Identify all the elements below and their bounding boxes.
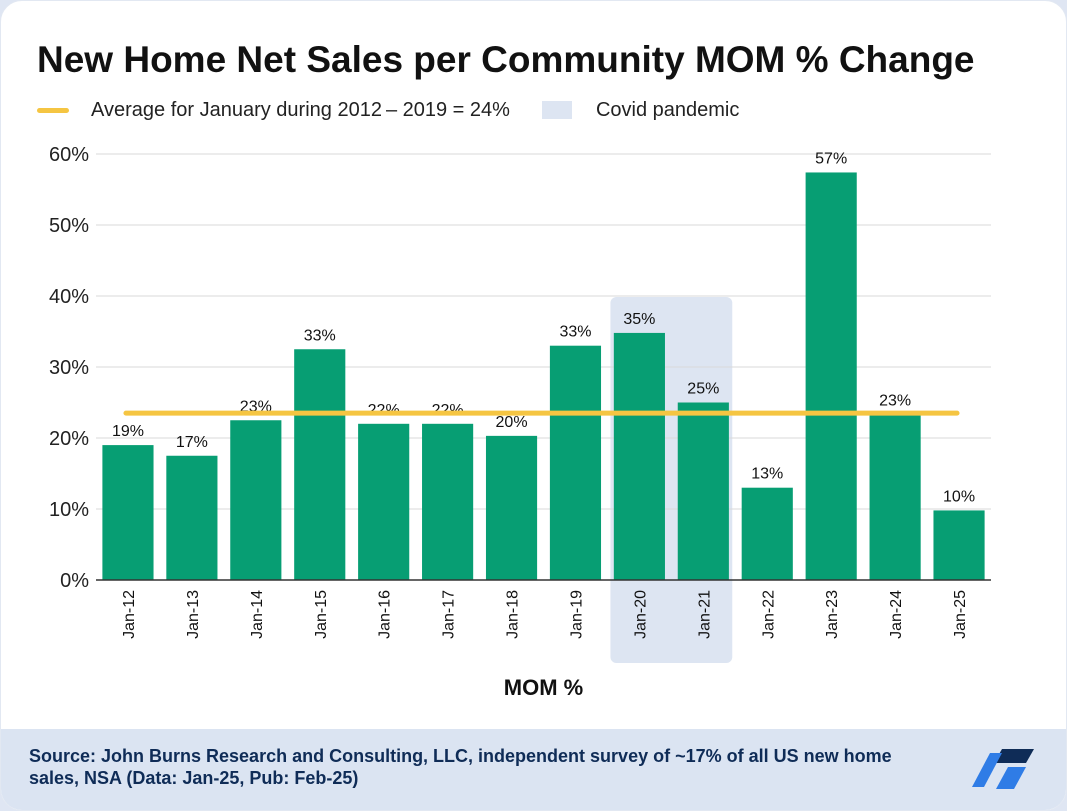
bar	[549, 345, 602, 580]
data-label: 33%	[304, 327, 336, 344]
bar	[422, 423, 474, 580]
data-label: 57%	[815, 150, 847, 167]
y-tick-label: 30%	[49, 357, 89, 379]
data-label: 19%	[112, 423, 144, 440]
jbrec-logo-icon	[972, 749, 1034, 789]
bar	[741, 487, 793, 580]
footer: Source: John Burns Research and Consulti…	[1, 729, 1066, 810]
x-tick-label: Jan-13	[185, 590, 202, 639]
y-tick-label: 0%	[60, 570, 89, 592]
y-tick-label: 60%	[49, 144, 89, 166]
x-tick-label: Jan-21	[696, 590, 713, 639]
legend: Average for January during 2012 – 2019 =…	[37, 97, 739, 123]
data-label: 25%	[687, 381, 719, 398]
x-tick-label: Jan-22	[760, 590, 777, 639]
bar	[166, 455, 218, 580]
y-tick-label: 20%	[49, 428, 89, 450]
data-label: 35%	[623, 311, 655, 328]
x-tick-label: Jan-15	[313, 590, 330, 639]
bar-chart: 0% 10% 20% 30% 40% 50% 60% 19% Jan-12 17% Jan-13 23…	[49, 144, 991, 700]
bar	[805, 172, 857, 580]
data-label: 17%	[176, 434, 208, 451]
chart-title: New Home Net Sales per Community MOM % C…	[37, 39, 975, 80]
legend-average-swatch	[37, 107, 69, 113]
bar	[358, 423, 410, 580]
x-tick-label: Jan-23	[824, 590, 841, 639]
legend-covid-swatch	[541, 101, 572, 119]
bar	[485, 435, 538, 580]
x-tick-label: Jan-14	[249, 590, 266, 639]
x-tick-label: Jan-18	[505, 590, 522, 639]
data-label: 23%	[879, 393, 911, 410]
source-note: Source: John Burns Research and Consulti…	[29, 746, 892, 788]
y-tick-label: 10%	[49, 499, 89, 521]
data-label: 22%	[368, 402, 400, 419]
y-tick-label: 40%	[49, 286, 89, 308]
x-tick-label: Jan-19	[568, 590, 585, 639]
bar	[230, 420, 282, 580]
x-tick-label: Jan-16	[377, 590, 394, 639]
x-axis-title: MOM %	[504, 675, 583, 700]
data-label: 33%	[559, 324, 591, 341]
legend-average-label: Average for January during 2012 – 2019 =…	[91, 98, 510, 121]
data-label: 20%	[496, 414, 528, 431]
bar	[613, 332, 665, 580]
bar	[869, 414, 921, 580]
data-label: 10%	[943, 488, 975, 505]
bar	[102, 445, 154, 580]
data-label: 22%	[432, 402, 464, 419]
x-tick-label: Jan-25	[952, 590, 969, 639]
bar	[677, 402, 729, 580]
x-tick-label: Jan-24	[888, 590, 905, 639]
x-tick-label: Jan-20	[632, 590, 649, 639]
x-tick-label: Jan-17	[441, 590, 458, 639]
bar	[294, 349, 346, 580]
legend-covid-label: Covid pandemic	[595, 98, 740, 121]
data-label: 13%	[751, 466, 783, 483]
x-tick-label: Jan-12	[121, 590, 138, 639]
bar	[933, 510, 985, 580]
y-tick-label: 50%	[49, 215, 89, 237]
